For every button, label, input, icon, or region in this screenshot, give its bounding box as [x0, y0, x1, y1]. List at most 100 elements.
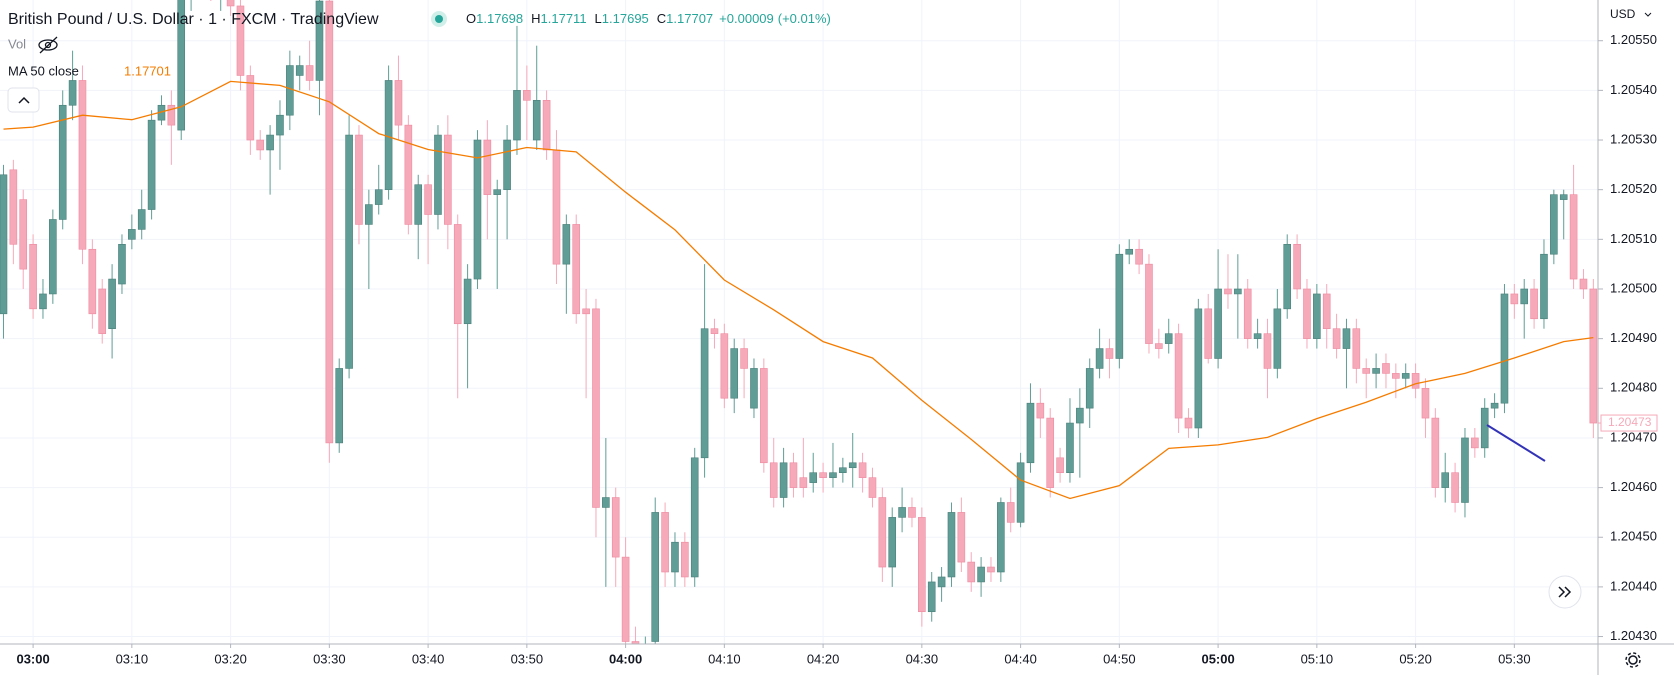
candle-body — [523, 90, 531, 101]
ohlc-header: O1.17698 H1.17711 L1.17695 C1.17707 +0.00009… — [466, 11, 831, 26]
candle-body — [1234, 288, 1242, 295]
candle-body — [1540, 253, 1548, 320]
candle-body — [137, 209, 146, 230]
candle-body — [1401, 373, 1410, 379]
trend-drawing[interactable] — [1486, 424, 1546, 462]
candle-body — [908, 507, 916, 518]
candle-body — [1145, 263, 1153, 344]
x-tick-label: 03:20 — [214, 651, 247, 666]
ohlc-key: C — [657, 11, 666, 26]
candle-body — [1550, 194, 1558, 255]
candle-body — [493, 189, 502, 195]
candle-body — [839, 467, 847, 473]
candle-body — [1480, 407, 1489, 449]
y-tick-label: 1.20530 — [1610, 131, 1657, 146]
collapse-button[interactable] — [7, 87, 40, 113]
candle-body — [118, 243, 126, 285]
candle-body — [355, 134, 363, 225]
currency-caret — [1644, 12, 1652, 17]
candle-body — [1253, 333, 1262, 339]
x-tick-label: 05:20 — [1399, 651, 1432, 666]
candle-body — [562, 224, 571, 265]
x-tick-label: 04:40 — [1004, 651, 1037, 666]
candle-body — [1382, 363, 1390, 374]
candle-body — [631, 641, 640, 644]
candle-body — [592, 308, 600, 508]
candle-body — [503, 139, 511, 190]
candle-body — [1313, 293, 1321, 339]
settings-icon[interactable] — [1625, 652, 1641, 668]
y-tick-label: 1.20500 — [1610, 280, 1657, 295]
candle-body — [602, 497, 610, 508]
candle-body — [1421, 387, 1430, 419]
candle-body — [374, 189, 383, 205]
ma-label: MA 50 close — [8, 63, 79, 78]
candle-body — [1569, 194, 1578, 280]
candle-body — [1115, 253, 1124, 359]
candle-body — [1273, 308, 1282, 369]
candle-body — [1283, 243, 1292, 310]
candle-body — [997, 502, 1005, 573]
candle-body — [49, 219, 57, 295]
candle-body — [858, 462, 867, 478]
candle-body — [453, 224, 462, 325]
candle-body — [1155, 343, 1163, 349]
candle-body — [286, 65, 294, 116]
candle-body — [473, 139, 482, 280]
candle-body — [1194, 308, 1203, 429]
status-dot — [435, 15, 443, 23]
candle-body — [1184, 417, 1193, 429]
candle-body — [1579, 278, 1588, 290]
candle-body — [39, 293, 47, 310]
candle-body — [1095, 348, 1104, 369]
candle-body — [1451, 472, 1459, 503]
chart-title: British Pound / U.S. Dollar · 1 · FXCM ·… — [8, 11, 379, 28]
candle-body — [809, 472, 818, 483]
ohlc-key: O — [466, 11, 476, 26]
y-tick-label: 1.20480 — [1610, 380, 1657, 395]
currency-label[interactable]: USD — [1610, 7, 1636, 21]
candle-body — [1441, 472, 1450, 488]
ohlc-key: L — [595, 11, 602, 26]
candle-body — [295, 65, 304, 76]
candle-body — [1303, 288, 1311, 339]
candle-body — [681, 541, 689, 578]
ohlc-value: 1.17695 — [602, 11, 649, 26]
candle-body — [58, 104, 67, 220]
candle-body — [98, 288, 107, 334]
candle-body — [424, 184, 432, 215]
candle-body — [760, 368, 768, 464]
candle-body — [611, 497, 620, 558]
y-tick-label: 1.20460 — [1610, 479, 1657, 494]
x-tick-label: 03:00 — [16, 651, 49, 666]
candle-body — [434, 134, 442, 215]
ohlc-value: 1.17707 — [666, 11, 713, 26]
candle-body — [167, 104, 176, 126]
candle-body — [444, 134, 452, 225]
hidden-icon[interactable] — [38, 36, 58, 54]
y-tick-label: 1.20470 — [1610, 429, 1657, 444]
candle-body — [621, 556, 630, 642]
candle-body — [9, 169, 18, 245]
candle-body — [1362, 368, 1371, 374]
candle-body — [1461, 437, 1469, 503]
candle-body — [868, 477, 877, 498]
candle-body — [1076, 407, 1084, 424]
y-tick-label: 1.20510 — [1610, 231, 1657, 246]
candle-body — [1006, 502, 1015, 523]
candle-body — [463, 278, 472, 325]
x-tick-label: 05:10 — [1301, 651, 1334, 666]
y-tick-label: 1.20450 — [1610, 529, 1657, 544]
candle-body — [246, 75, 255, 141]
x-tick-label: 04:10 — [708, 651, 741, 666]
ohlc-value: 1.17711 — [541, 11, 587, 26]
grid — [0, 0, 1598, 644]
candle-body — [690, 457, 699, 578]
candle-body — [651, 512, 660, 642]
candle-body — [642, 646, 649, 666]
x-tick-label: 03:50 — [511, 651, 544, 666]
candle-body — [552, 149, 561, 265]
candle-body — [927, 581, 936, 613]
x-tick-label: 03:40 — [412, 651, 445, 666]
